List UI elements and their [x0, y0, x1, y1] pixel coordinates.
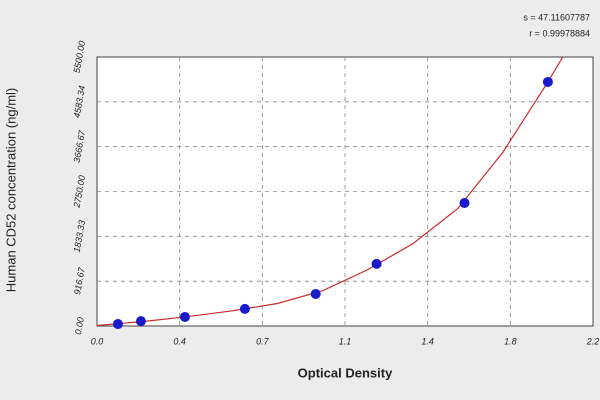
- x-tick-label: 0.0: [91, 336, 104, 346]
- data-point: [239, 303, 250, 314]
- x-tick-label: 0.4: [173, 336, 186, 346]
- data-point: [135, 316, 146, 327]
- x-axis-label: Optical Density: [298, 365, 393, 380]
- annotation: s = 47.11607787: [523, 12, 590, 22]
- y-tick-label: 4583.34: [72, 85, 87, 119]
- y-axis-label: Human CD52 concentration (ng/ml): [3, 88, 18, 292]
- x-tick-label: 1.4: [421, 336, 434, 346]
- data-point: [112, 319, 123, 330]
- annotation: r = 0.99978884: [529, 28, 590, 38]
- y-tick-label: 3666.67: [72, 129, 88, 164]
- fit-curve: [96, 56, 564, 327]
- y-tick-label: 916.67: [72, 266, 87, 296]
- data-point: [371, 258, 382, 269]
- x-tick-label: 1.8: [504, 336, 517, 346]
- data-point: [179, 311, 190, 322]
- x-tick-label: 0.7: [256, 336, 270, 346]
- data-point: [310, 288, 321, 299]
- data-point: [459, 197, 470, 208]
- y-tick-label: 2750.00: [71, 174, 87, 209]
- x-tick-label: 2.2: [586, 336, 600, 346]
- y-tick-label: 1833.33: [72, 219, 87, 253]
- data-point: [542, 76, 553, 87]
- y-tick-label: 5500.00: [72, 40, 87, 74]
- y-tick-label: 0.00: [73, 316, 86, 335]
- x-tick-label: 1.1: [339, 336, 352, 346]
